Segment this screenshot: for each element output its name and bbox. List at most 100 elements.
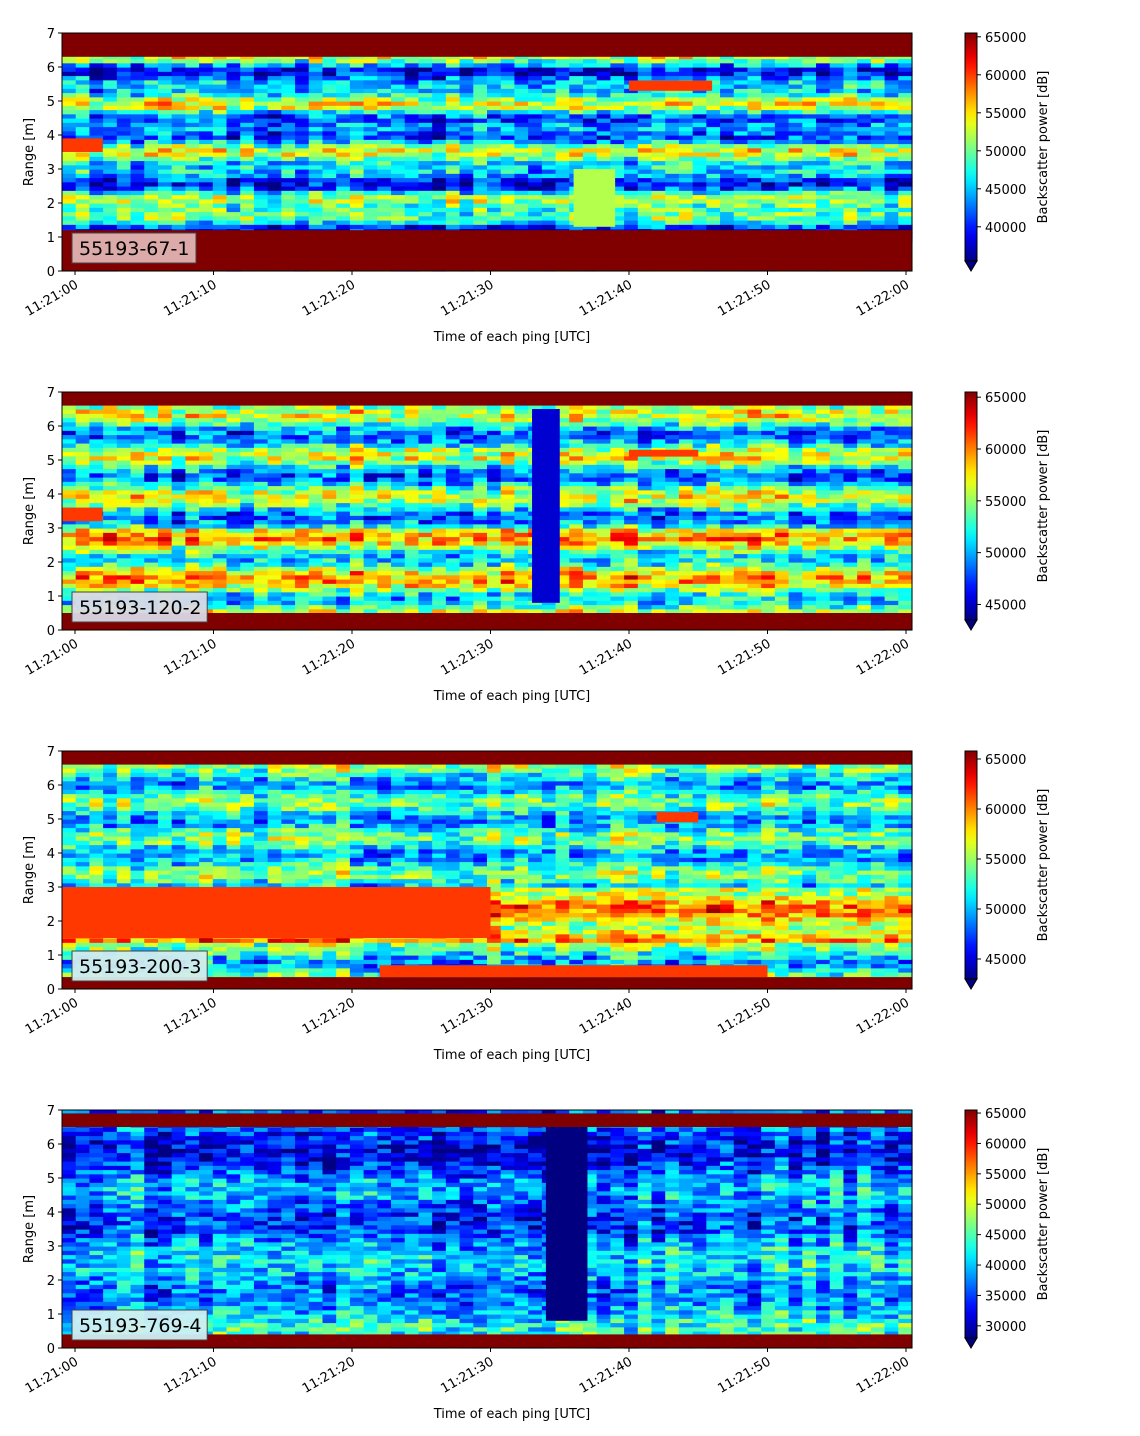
heatmap-cell [240,460,255,465]
heatmap-cell [829,135,845,140]
heatmap-cell [610,92,625,98]
heatmap-cell [295,477,310,482]
heatmap-cell [157,126,173,132]
heatmap-cell [130,160,145,166]
heatmap-cell [898,224,913,230]
heatmap-cell [75,460,91,465]
heatmap-cell [404,160,420,166]
heatmap-cell [706,156,721,162]
heatmap-cell [157,75,173,81]
heatmap-cell [267,498,282,504]
heatmap-cell [295,164,310,170]
heatmap-cell [870,92,886,98]
heatmap-cell [857,186,872,191]
heatmap-cell [144,113,159,119]
heatmap-cell [445,203,461,208]
heatmap-cell [185,173,200,179]
heatmap-cell [377,583,392,589]
heatmap-cell [75,215,91,221]
heatmap-cell [363,220,378,225]
heatmap-cell [843,143,858,149]
heatmap-cell [541,164,557,170]
heatmap-cell [363,549,378,555]
heatmap-cell [788,130,803,136]
heatmap-cell [62,451,77,457]
heatmap-cell [253,506,269,512]
heatmap-cell [157,58,173,64]
heatmap-cell [281,186,296,191]
heatmap-cell [89,203,104,208]
heatmap-cell [349,549,365,555]
heatmap-cell [212,472,228,478]
heatmap-cell [185,460,200,465]
heatmap-cell [281,122,296,128]
heatmap-cell [253,596,269,601]
heatmap-cell [404,562,420,567]
heatmap-cell [308,421,324,427]
heatmap-cell [144,570,159,576]
heatmap-cell [240,426,255,431]
heatmap-cell [857,211,872,217]
heatmap-cell [857,75,872,81]
heatmap-cell [130,430,145,436]
heatmap-cell [747,71,762,77]
heatmap-cell [720,67,735,72]
heatmap-cell [185,169,200,174]
heatmap-cell [418,596,433,601]
heatmap-cell [253,211,269,217]
heatmap-cell [116,460,132,465]
heatmap-cell [171,109,186,115]
heatmap-cell [898,62,913,68]
heatmap-cell [212,604,228,610]
heatmap-cell [199,88,214,94]
heatmap-cell [802,67,817,72]
heatmap-cell [322,583,337,589]
heatmap-cell [349,126,365,132]
heatmap-cell [706,105,721,111]
heatmap-cell [418,186,433,191]
heatmap-cell [212,519,228,525]
heatmap-cell [281,532,296,538]
heatmap-cell [432,84,447,89]
heatmap-cell [418,58,433,64]
heatmap-cell [624,164,639,170]
heatmap-cell [555,75,570,81]
heatmap-cell [185,194,200,200]
heatmap-cell [898,92,913,98]
heatmap-cell [473,160,488,166]
heatmap-cell [116,557,132,563]
y-tick-label: 1 [47,231,55,246]
heatmap-cell [322,220,337,225]
heatmap-cell [363,198,378,204]
heatmap-cell [171,540,186,546]
heatmap-cell [733,152,749,157]
heatmap-cell [404,88,420,94]
heatmap-cell [103,164,118,170]
heatmap-cell [212,540,228,546]
heatmap-cell [665,147,680,153]
heatmap-cell [692,203,707,208]
heatmap-cell [336,147,351,153]
heatmap-cell [432,101,447,106]
heatmap-cell [240,84,255,89]
heatmap-cell [253,164,269,170]
heatmap-cell [706,190,721,196]
heatmap-cell [295,438,310,444]
heatmap-cell [75,472,91,478]
heatmap-cell [103,587,118,593]
heatmap-cell [308,198,324,204]
heatmap-cell [651,164,666,170]
heatmap-cell [363,545,378,550]
heatmap-cell [555,105,570,111]
heatmap-cell [240,485,255,491]
heatmap-cell [391,536,406,542]
heatmap-cell [829,79,845,85]
heatmap-cell [418,587,433,593]
heatmap-cell [857,181,872,187]
heatmap-cell [103,472,118,478]
heatmap-cell [733,139,749,145]
heatmap-cell [185,62,200,68]
heatmap-cell [349,481,365,487]
heatmap-cell [418,190,433,196]
heatmap-cell [171,67,186,72]
